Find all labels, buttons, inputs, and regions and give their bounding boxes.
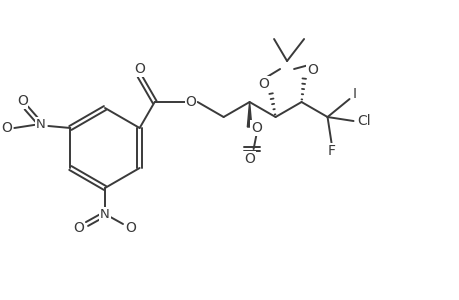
Text: O: O bbox=[125, 221, 136, 235]
Text: O: O bbox=[1, 121, 12, 135]
Text: O: O bbox=[307, 63, 317, 77]
Text: N: N bbox=[100, 208, 110, 220]
Polygon shape bbox=[247, 102, 252, 127]
Text: O: O bbox=[244, 152, 254, 166]
Text: N: N bbox=[35, 118, 45, 130]
Text: F: F bbox=[327, 144, 335, 158]
Text: O: O bbox=[251, 121, 262, 135]
Text: O: O bbox=[185, 95, 196, 109]
Text: O: O bbox=[134, 62, 145, 76]
Text: I: I bbox=[352, 87, 356, 101]
Text: O: O bbox=[17, 94, 28, 108]
Text: O: O bbox=[73, 221, 84, 235]
Text: Cl: Cl bbox=[357, 114, 370, 128]
Text: O: O bbox=[257, 77, 269, 91]
